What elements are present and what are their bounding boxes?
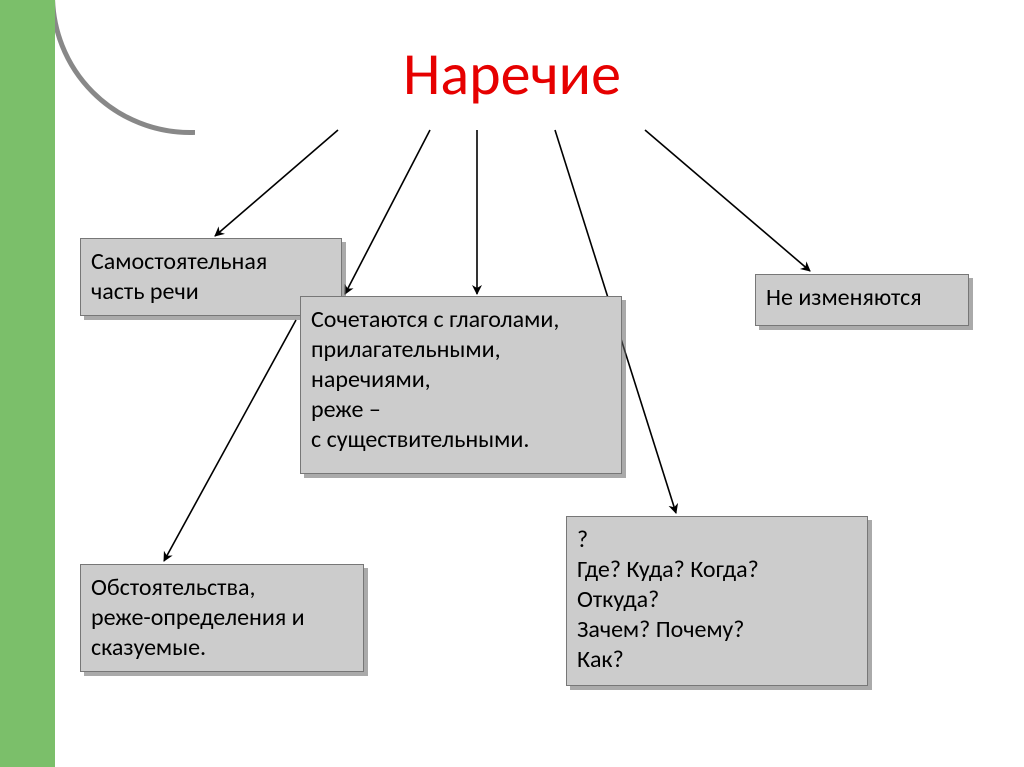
slide: Наречие Самостоятельная часть речи Не из… xyxy=(0,0,1024,767)
slide-title: Наречие xyxy=(0,38,1024,111)
box-circumstances: Обстоятельства, реже-определения и сказу… xyxy=(80,564,364,672)
box-combines-with: Сочетаются с глаголами, прилагательными,… xyxy=(300,296,622,474)
green-sidebar xyxy=(0,0,55,767)
box-questions: ? Где? Куда? Когда? Откуда? Зачем? Почем… xyxy=(566,516,868,686)
box-not-changing: Не изменяются xyxy=(755,274,969,326)
